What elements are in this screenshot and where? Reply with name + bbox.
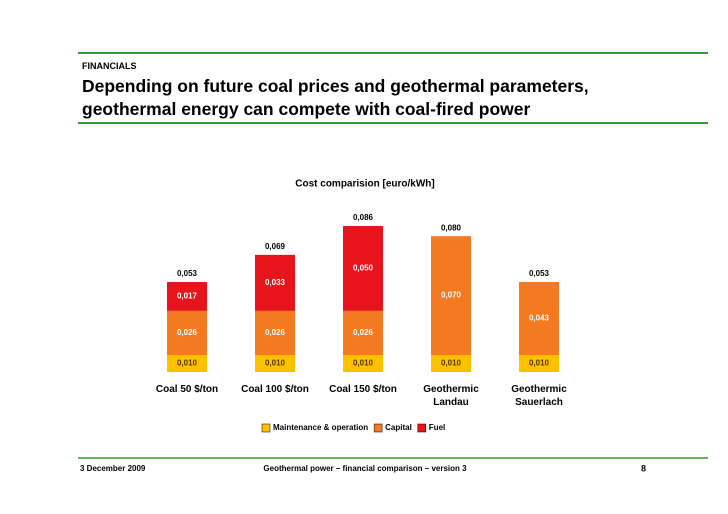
data-label: 0,026 [177, 328, 198, 337]
page-number: 8 [641, 463, 646, 473]
bar-segment [431, 355, 471, 372]
data-label: 0,033 [265, 278, 286, 287]
bar-segment [519, 355, 559, 372]
bar-segment [255, 254, 295, 311]
data-label: 0,050 [353, 264, 374, 273]
total-label: 0,053 [177, 269, 198, 278]
x-tick-label: Coal 150 $/ton [329, 384, 397, 395]
bar-segment [343, 226, 383, 311]
data-label: 0,010 [265, 359, 286, 368]
total-label: 0,069 [265, 242, 286, 251]
bar-segment [343, 355, 383, 372]
bar-segment [431, 236, 471, 356]
bar-segment [255, 310, 295, 356]
data-label: 0,010 [529, 359, 550, 368]
legend-swatch [373, 423, 383, 433]
x-tick-label: Coal 50 $/ton [155, 384, 219, 395]
legend-label: Fuel [429, 423, 445, 432]
total-label: 0,080 [441, 223, 462, 232]
data-label: 0,070 [441, 291, 462, 300]
data-label: 0,026 [265, 328, 286, 337]
legend-swatch [261, 423, 271, 433]
total-label: 0,053 [529, 269, 550, 278]
slide-title: Depending on future coal prices and geot… [82, 76, 589, 119]
x-tick-label: Coal 100 $/ton [241, 384, 309, 395]
bar-segment [519, 282, 559, 356]
data-label: 0,010 [441, 359, 462, 368]
bar-segment [255, 355, 295, 372]
data-label: 0,043 [529, 314, 550, 323]
footer-text: Geothermal power – financial comparison … [263, 464, 467, 473]
chart-title: Cost comparision [euro/kWh] [295, 179, 434, 190]
legend-swatch [417, 423, 427, 433]
x-tick-label: Geothermic Sauerlach [511, 384, 567, 408]
footer-date: 3 December 2009 [80, 464, 146, 473]
bar-segment [167, 282, 207, 311]
total-label: 0,086 [353, 213, 374, 222]
data-label: 0,010 [177, 359, 198, 368]
data-label: 0,010 [353, 359, 374, 368]
x-tick-label: Geothermic Landau [423, 384, 479, 408]
data-label: 0,026 [353, 328, 374, 337]
legend-label: Maintenance & operation [273, 423, 368, 432]
section-label: FINANCIALS [82, 61, 137, 71]
legend-label: Capital [385, 423, 412, 432]
data-label: 0,017 [177, 292, 198, 301]
bar-segment [343, 310, 383, 356]
bar-segment [167, 355, 207, 372]
bar-segment [167, 310, 207, 356]
